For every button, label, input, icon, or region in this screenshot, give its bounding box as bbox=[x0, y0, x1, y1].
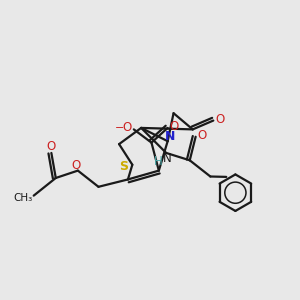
Text: S: S bbox=[120, 160, 129, 173]
Text: H: H bbox=[154, 155, 162, 168]
Text: CH₃: CH₃ bbox=[13, 193, 32, 203]
Text: N: N bbox=[165, 130, 175, 143]
Text: O: O bbox=[123, 122, 132, 134]
Text: N: N bbox=[162, 152, 171, 165]
Text: O: O bbox=[46, 140, 56, 153]
Text: O: O bbox=[72, 159, 81, 172]
Text: O: O bbox=[197, 129, 207, 142]
Text: O: O bbox=[169, 120, 178, 133]
Text: −: − bbox=[114, 123, 124, 133]
Text: O: O bbox=[215, 112, 224, 126]
